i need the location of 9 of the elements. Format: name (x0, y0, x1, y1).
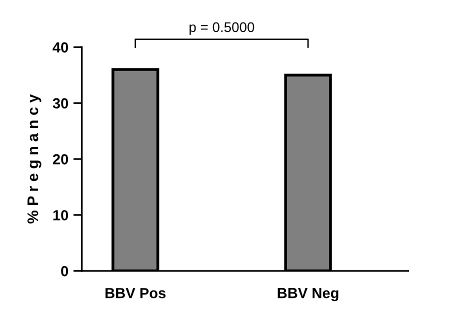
y-axis-title: % P r e g n a n c y (27, 94, 42, 224)
x-tick-label: BBV Pos (106, 288, 166, 298)
y-tick-label: 10 (53, 210, 68, 220)
x-tick-label: BBV Neg (278, 288, 338, 302)
text: p = 0.5000 (190, 22, 254, 35)
y-tick-label: 0 (61, 266, 68, 276)
y-tick-label: 40 (52, 42, 68, 53)
y-tick-label: 20 (52, 154, 68, 164)
y-tick-label: 30 (52, 98, 68, 109)
